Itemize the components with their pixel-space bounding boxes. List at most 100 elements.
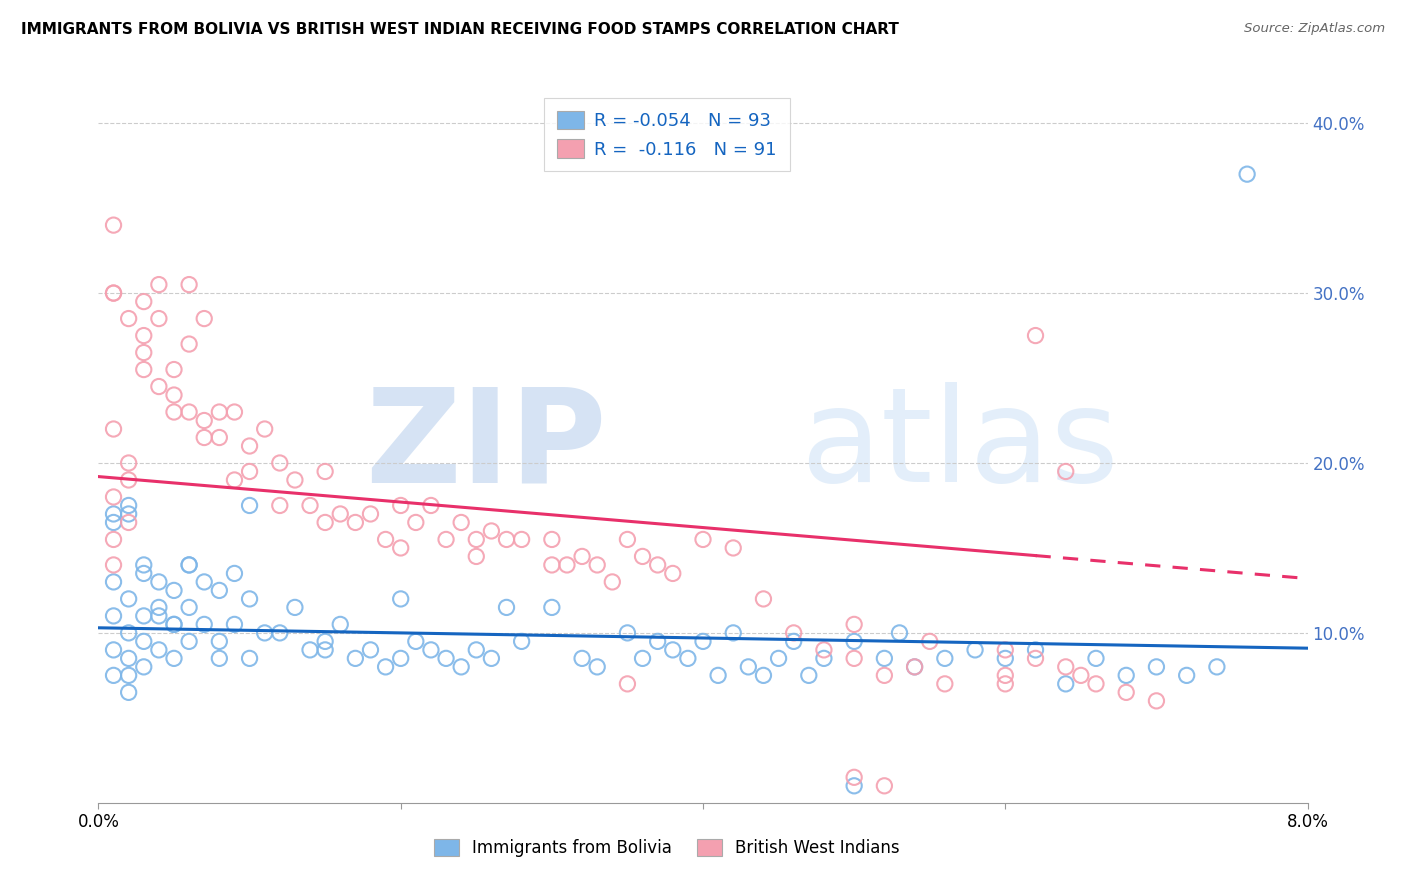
Point: [602, 574, 624, 589]
Point: [163, 651, 186, 665]
Point: [571, 549, 593, 564]
Point: [239, 591, 262, 606]
Point: [239, 499, 262, 513]
Point: [465, 533, 488, 547]
Point: [269, 456, 291, 470]
Point: [405, 516, 427, 530]
Point: [540, 600, 562, 615]
Point: [163, 617, 186, 632]
Point: [797, 668, 820, 682]
Point: [208, 651, 231, 665]
Point: [1025, 328, 1047, 343]
Point: [239, 465, 262, 479]
Point: [299, 643, 322, 657]
Point: [103, 422, 125, 436]
Point: [389, 541, 412, 555]
Point: [103, 668, 125, 682]
Point: [994, 651, 1017, 665]
Point: [103, 533, 125, 547]
Point: [163, 362, 186, 376]
Point: [434, 533, 457, 547]
Point: [179, 405, 201, 419]
Point: [752, 668, 775, 682]
Point: [1115, 685, 1137, 699]
Point: [314, 643, 336, 657]
Point: [873, 668, 896, 682]
Point: [616, 677, 638, 691]
Point: [132, 362, 155, 376]
Point: [103, 643, 125, 657]
Point: [269, 626, 291, 640]
Point: [253, 422, 276, 436]
Point: [420, 499, 443, 513]
Point: [873, 651, 896, 665]
Point: [661, 643, 683, 657]
Point: [586, 558, 609, 572]
Point: [193, 617, 215, 632]
Point: [148, 379, 170, 393]
Point: [360, 507, 382, 521]
Point: [208, 634, 231, 648]
Point: [179, 337, 201, 351]
Point: [374, 533, 396, 547]
Point: [344, 651, 367, 665]
Point: [118, 591, 141, 606]
Point: [132, 634, 155, 648]
Point: [239, 439, 262, 453]
Point: [329, 617, 352, 632]
Point: [661, 566, 683, 581]
Point: [1054, 677, 1077, 691]
Point: [540, 533, 562, 547]
Point: [873, 779, 896, 793]
Point: [179, 600, 201, 615]
Point: [148, 643, 170, 657]
Point: [118, 473, 141, 487]
Text: IMMIGRANTS FROM BOLIVIA VS BRITISH WEST INDIAN RECEIVING FOOD STAMPS CORRELATION: IMMIGRANTS FROM BOLIVIA VS BRITISH WEST …: [21, 22, 898, 37]
Point: [103, 574, 125, 589]
Point: [314, 516, 336, 530]
Point: [420, 643, 443, 657]
Point: [465, 549, 488, 564]
Point: [132, 294, 155, 309]
Point: [163, 617, 186, 632]
Point: [148, 600, 170, 615]
Point: [148, 574, 170, 589]
Point: [208, 405, 231, 419]
Point: [284, 600, 307, 615]
Point: [118, 668, 141, 682]
Point: [586, 660, 609, 674]
Point: [450, 516, 472, 530]
Text: Source: ZipAtlas.com: Source: ZipAtlas.com: [1244, 22, 1385, 36]
Point: [918, 634, 941, 648]
Point: [844, 651, 866, 665]
Point: [1236, 167, 1258, 181]
Point: [314, 465, 336, 479]
Point: [103, 507, 125, 521]
Point: [1054, 660, 1077, 674]
Text: atlas: atlas: [800, 383, 1119, 509]
Point: [540, 558, 562, 572]
Point: [132, 558, 155, 572]
Point: [737, 660, 759, 674]
Point: [510, 533, 533, 547]
Text: ZIP: ZIP: [364, 383, 606, 509]
Point: [495, 600, 517, 615]
Point: [224, 405, 246, 419]
Point: [1085, 677, 1108, 691]
Point: [103, 490, 125, 504]
Point: [692, 533, 714, 547]
Point: [118, 651, 141, 665]
Point: [1025, 651, 1047, 665]
Point: [434, 651, 457, 665]
Point: [193, 574, 215, 589]
Point: [118, 507, 141, 521]
Point: [224, 566, 246, 581]
Point: [555, 558, 578, 572]
Point: [103, 608, 125, 623]
Point: [1115, 668, 1137, 682]
Point: [132, 566, 155, 581]
Point: [647, 558, 669, 572]
Point: [179, 558, 201, 572]
Point: [844, 770, 866, 784]
Point: [118, 456, 141, 470]
